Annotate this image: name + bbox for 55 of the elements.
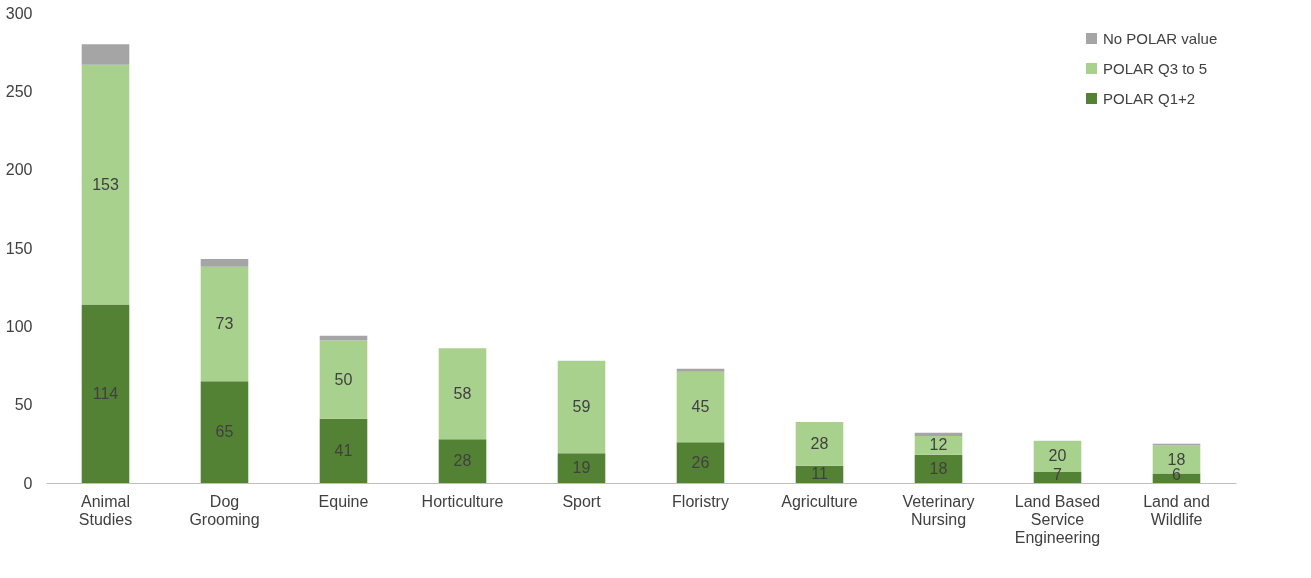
bar: [438, 439, 487, 483]
data-label: 28: [810, 434, 829, 452]
x-tick-label: Veterinary Nursing: [902, 492, 975, 528]
data-label: 26: [691, 453, 710, 471]
data-label: 18: [1167, 450, 1186, 468]
x-tick-label: Equine: [318, 492, 369, 510]
x-tick-label: Floristry: [672, 492, 729, 510]
data-label: 50: [334, 370, 353, 388]
bar: [81, 304, 130, 483]
bar: [319, 418, 368, 483]
bar: [795, 421, 844, 466]
data-label: 114: [92, 384, 119, 402]
data-label: 58: [453, 384, 472, 402]
bar: [81, 44, 130, 65]
bar: [676, 371, 725, 443]
bar: [200, 266, 249, 382]
bar: [81, 64, 130, 305]
y-tick-label: 250: [5, 82, 33, 100]
y-tick-label: 300: [5, 4, 33, 22]
bar: [557, 360, 606, 454]
y-tick-label: 0: [23, 474, 33, 492]
y-tick-label: 100: [5, 317, 33, 335]
x-tick-label: Land and Wildlife: [1143, 492, 1210, 528]
bar: [676, 368, 725, 372]
x-tick-label: Dog Grooming: [189, 492, 260, 528]
data-label: 153: [92, 175, 119, 193]
bar: [914, 432, 963, 436]
data-label: 19: [572, 459, 591, 477]
y-tick-label: 200: [5, 161, 33, 179]
bar: [200, 258, 249, 267]
bar: [200, 381, 249, 483]
data-label: 65: [215, 423, 234, 441]
bar: [557, 453, 606, 483]
legend-label: POLAR Q3 to 5: [1103, 59, 1208, 77]
data-label: 59: [572, 398, 591, 416]
x-tick-label: Agriculture: [781, 492, 858, 510]
bar: [438, 348, 487, 440]
x-tick-label: Land Based Service Engineering: [1014, 492, 1101, 546]
data-label: 45: [691, 398, 710, 416]
data-label: 18: [929, 459, 948, 477]
y-tick-label: 50: [14, 396, 33, 414]
x-tick-label: Horticulture: [421, 492, 504, 510]
data-label: 11: [811, 465, 828, 483]
data-label: 73: [215, 314, 234, 332]
legend-label: POLAR Q1+2: [1103, 89, 1196, 107]
data-label: 28: [453, 452, 472, 470]
bar: [676, 442, 725, 483]
bar: [319, 340, 368, 419]
x-tick-label: Animal Studies: [78, 492, 133, 528]
y-tick-label: 150: [5, 239, 33, 257]
data-label: 41: [334, 441, 353, 459]
data-label: 12: [929, 436, 948, 454]
x-tick-label: Sport: [562, 492, 602, 510]
data-label: 20: [1048, 447, 1067, 465]
legend-label: No POLAR value: [1103, 29, 1218, 47]
